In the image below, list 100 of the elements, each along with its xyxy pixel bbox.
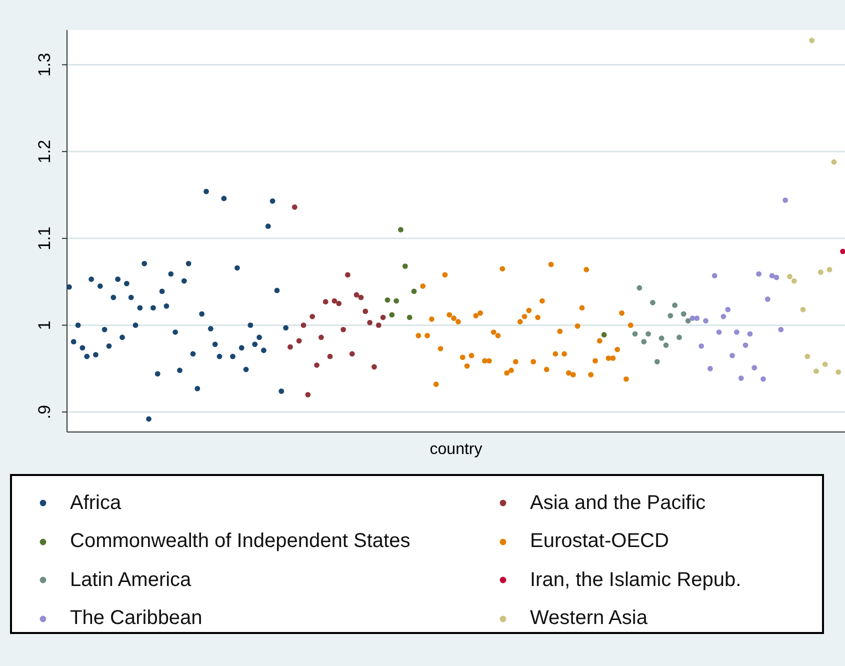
point: [248, 322, 254, 328]
point: [354, 292, 360, 298]
point: [288, 344, 293, 350]
point: [460, 354, 466, 360]
point: [372, 364, 377, 370]
point: [530, 358, 536, 364]
point: [579, 305, 585, 311]
point: [230, 354, 236, 360]
point: [712, 273, 718, 278]
point: [752, 365, 758, 370]
point: [261, 348, 266, 354]
point: [636, 285, 642, 291]
point: [451, 316, 456, 321]
point: [146, 416, 152, 422]
point: [738, 375, 744, 381]
point: [672, 302, 678, 308]
point: [442, 272, 448, 278]
point: [814, 368, 819, 374]
point: [150, 305, 156, 311]
point: [305, 392, 311, 398]
point: [552, 351, 558, 357]
point: [402, 263, 408, 269]
point: [283, 325, 289, 331]
point: [698, 343, 704, 349]
point: [725, 306, 731, 312]
point: [800, 306, 806, 312]
point: [734, 329, 740, 335]
point: [601, 332, 607, 338]
point: [478, 310, 484, 316]
legend-label: Eurostat-OECD: [530, 530, 669, 554]
y-tick-label: 1.3: [35, 52, 54, 77]
point: [252, 342, 258, 348]
point: [438, 346, 444, 352]
point: [137, 305, 143, 311]
point: [164, 303, 170, 309]
point: [596, 338, 602, 344]
point: [380, 314, 386, 320]
y-tick-label: .9: [35, 404, 54, 420]
point: [336, 300, 342, 306]
point: [614, 346, 620, 352]
point: [632, 331, 638, 337]
point: [504, 370, 510, 376]
point: [650, 300, 656, 306]
point: [680, 311, 686, 317]
point: [142, 260, 148, 266]
point: [212, 342, 218, 348]
point: [787, 274, 792, 280]
point: [747, 331, 753, 337]
point: [606, 356, 612, 361]
point: [199, 311, 205, 317]
point: [764, 296, 770, 302]
point: [159, 288, 165, 294]
point: [628, 322, 634, 328]
point: [327, 354, 333, 360]
point: [456, 319, 461, 324]
point: [592, 358, 598, 364]
point: [186, 260, 192, 266]
point: [548, 262, 554, 268]
point: [124, 280, 130, 286]
point: [641, 339, 647, 344]
point: [818, 270, 824, 275]
point: [420, 283, 426, 289]
point: [389, 312, 395, 318]
point: [154, 371, 160, 377]
point: [782, 197, 788, 203]
point: [508, 368, 514, 374]
point: [278, 388, 284, 394]
point: [358, 294, 364, 300]
point: [376, 322, 382, 328]
point: [172, 329, 178, 335]
point: [411, 288, 417, 294]
point: [760, 376, 766, 382]
point: [216, 354, 222, 360]
point: [535, 314, 540, 320]
point: [826, 266, 832, 272]
point: [769, 273, 775, 278]
point: [256, 334, 262, 340]
point: [540, 298, 545, 304]
point: [115, 276, 121, 282]
point: [756, 271, 762, 277]
point: [349, 351, 355, 357]
point: [345, 272, 350, 278]
point: [234, 265, 240, 271]
point: [468, 352, 474, 358]
point: [791, 278, 797, 284]
point: [274, 288, 280, 294]
point: [70, 339, 76, 344]
point: [208, 326, 214, 332]
point: [588, 372, 594, 378]
point: [522, 314, 528, 320]
point: [619, 310, 624, 316]
point: [574, 323, 580, 329]
point: [102, 326, 108, 332]
point: [694, 316, 700, 321]
point: [177, 368, 182, 374]
point: [566, 370, 572, 376]
point: [80, 345, 86, 350]
point: [663, 342, 669, 348]
point: [526, 308, 532, 314]
point: [120, 334, 125, 340]
